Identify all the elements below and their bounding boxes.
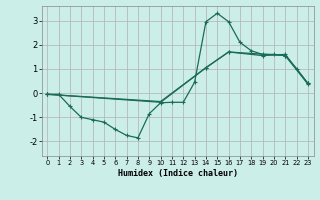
X-axis label: Humidex (Indice chaleur): Humidex (Indice chaleur) bbox=[118, 169, 237, 178]
